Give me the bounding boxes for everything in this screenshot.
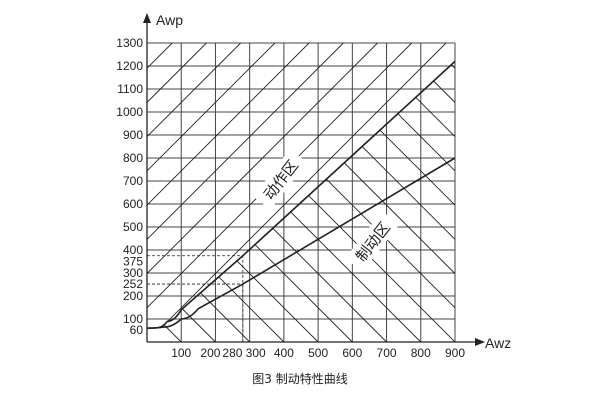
braking-zone-label-bg [345,210,400,272]
upper-characteristic-curve [146,60,456,329]
hatch-line [326,61,455,343]
y-tick-label: 60 [130,323,144,337]
x-tick-label: 700 [377,346,397,360]
hatch-line [147,43,276,329]
hatch-line [523,43,600,342]
hatch-line [532,43,600,342]
y-tick-label: 1300 [116,36,143,50]
hatch-line [395,61,455,343]
hatch-line [317,43,455,329]
hatch-line [0,43,70,342]
y-tick-label: 1100 [117,82,143,96]
hatch-line [0,43,35,342]
hatch-line [249,43,455,329]
x-tick-label: 200 [200,346,220,360]
hatch-line [489,43,600,342]
hatch-line [147,43,344,329]
braking-zone-label-group: 制动区 [345,210,400,272]
y-tick-label: 900 [123,128,143,142]
y-tick-label: 1200 [116,59,143,73]
hatch-line [155,61,455,343]
y-tick-label: 200 [123,289,143,303]
y-tick-label: 252 [123,277,143,291]
hatch-line [386,43,455,329]
axes [143,13,485,346]
curves [146,60,456,329]
hatch-line [283,43,455,329]
x-tick-label: 500 [308,346,328,360]
x-tick-label: 900 [445,346,465,360]
hatch-line [420,43,455,329]
hatch-line [147,43,310,329]
x-tick-label: 300 [246,346,266,360]
hatch-line [352,43,455,329]
x-axis-label: Awz [485,335,511,351]
hatch-line [292,61,455,343]
hatch-line [454,43,455,329]
y-axis-label: Awp [156,12,183,28]
x-tick-label: 800 [411,346,431,360]
y-tick-label: 375 [123,255,143,269]
y-tick-label: 700 [123,174,143,188]
y-tick-label: 400 [123,243,143,257]
hatch-line [147,61,285,343]
x-tick-label: 100 [171,346,191,360]
hatch-line [147,61,216,343]
y-tick-label: 100 [123,312,143,326]
x-tick-label: 280 [222,346,242,360]
y-tick-label: 600 [123,197,143,211]
figure-caption: 图3 制动特性曲线 [252,371,347,386]
hatch-line [180,43,455,329]
hatch-line [147,61,182,343]
lower-characteristic-curve [146,157,456,329]
action-zone-hatch [0,43,600,342]
hatch-line [147,43,378,329]
hatch-line [147,43,241,329]
hatch-line [558,43,600,342]
hatch-line [498,43,600,342]
hatch-line [189,61,455,343]
hatch-line [0,43,104,342]
action-zone-label-bg [253,148,308,210]
x-tick-label: 400 [274,346,294,360]
x-tick-label: 600 [342,346,362,360]
y-tick-label: 800 [123,151,143,165]
x-axis-arrow-icon [475,338,485,346]
hatch-line [147,61,353,343]
hatch-line [567,43,600,342]
hatch-line [147,43,207,329]
y-axis-arrow-icon [143,13,151,23]
y-tick-label: 500 [123,220,143,234]
hatch-line [147,43,447,329]
y-tick-label: 300 [123,266,143,280]
tick-labels: 6010020025230037540050060070080090010001… [116,36,465,360]
hatch-line [464,43,600,342]
braking-zone-hatch [147,43,600,343]
hatch-line [258,61,455,343]
y-tick-label: 1000 [116,105,143,119]
